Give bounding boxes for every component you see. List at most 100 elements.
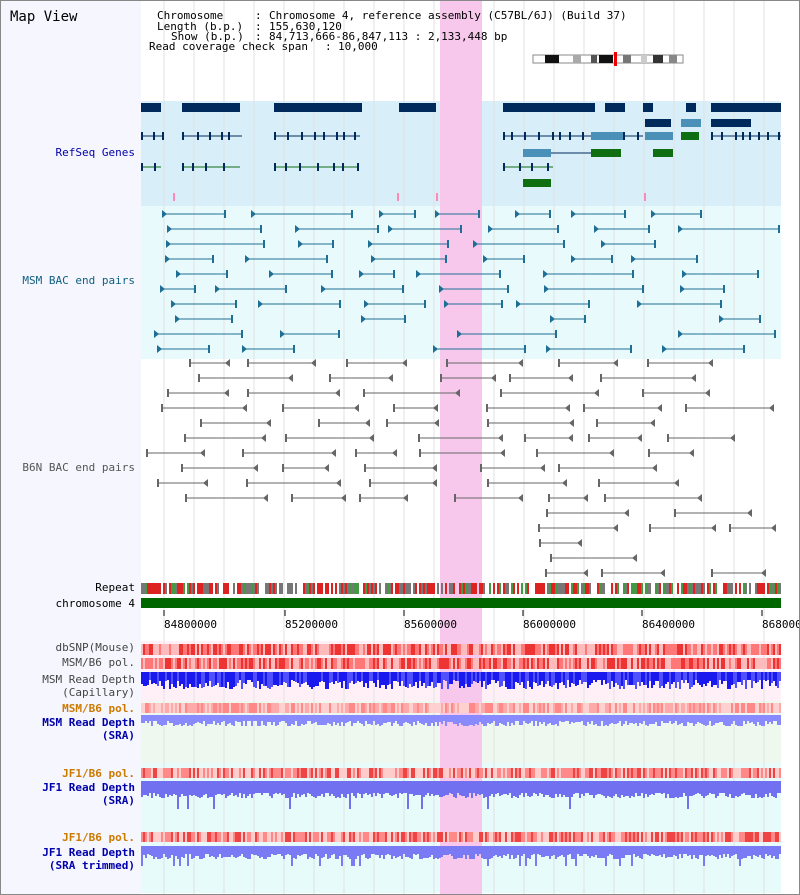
polymorphism-mark: [305, 703, 307, 713]
polymorphism-mark: [749, 658, 751, 669]
dbsnp-track-label[interactable]: dbSNP(Mouse): [55, 641, 135, 654]
jf1-b6-pol-track-label[interactable]: JF1/B6 pol.: [62, 767, 135, 780]
jf1-depth-sra-label-1[interactable]: JF1 Read Depth: [42, 781, 135, 794]
jf1-trimmed-depth-bar: [617, 846, 619, 859]
jf1-depth-bar: [331, 781, 333, 794]
polymorphism-mark: [367, 658, 369, 669]
msm-b6-pol-sra-track-label[interactable]: MSM/B6 pol.: [62, 702, 135, 715]
polymorphism-mark: [559, 644, 561, 655]
repeat-mark: [451, 583, 453, 594]
polymorphism-mark: [651, 644, 653, 655]
jf1-trimmed-depth-bar: [651, 846, 653, 854]
polymorphism-mark: [149, 832, 151, 842]
msm-depth-bar: [723, 672, 725, 681]
polymorphism-mark: [145, 768, 147, 778]
polymorphism-mark: [171, 768, 173, 778]
msm-depth-capillary-label-2[interactable]: (Capillary): [62, 686, 135, 699]
polymorphism-mark: [511, 644, 513, 655]
msm-depth-sra-label-2[interactable]: (SRA): [101, 729, 135, 742]
jf1-depth-trimmed-label-1[interactable]: JF1 Read Depth: [42, 846, 135, 859]
polymorphism-mark: [283, 644, 285, 655]
polymorphism-mark: [439, 703, 441, 713]
msm-depth-bar: [469, 672, 471, 687]
refseq-track-label[interactable]: RefSeq Genes: [55, 146, 135, 159]
repeat-mark: [363, 583, 365, 594]
polymorphism-mark: [487, 644, 489, 655]
polymorphism-mark: [183, 768, 185, 778]
msm-depth-bar: [165, 672, 167, 681]
jf1-depth-bar: [551, 781, 553, 798]
jf1-trimmed-depth-bar: [497, 846, 499, 857]
refseq-exon: [205, 163, 207, 171]
polymorphism-mark: [479, 768, 481, 778]
jf1-depth-bar: [223, 781, 225, 794]
jf1-trimmed-depth-bar: [599, 846, 601, 858]
polymorphism-mark: [245, 644, 247, 655]
polymorphism-mark: [485, 703, 487, 713]
jf1-depth-sra-label-2[interactable]: (SRA): [101, 794, 135, 807]
repeat-mark: [173, 583, 175, 594]
jf1-depth-bar: [295, 781, 297, 798]
polymorphism-mark: [589, 768, 591, 778]
jf1-depth-bar: [583, 781, 585, 796]
polymorphism-mark: [449, 832, 451, 842]
jf1-b6-pol-trimmed-track-label[interactable]: JF1/B6 pol.: [62, 831, 135, 844]
msm-depth-bar: [169, 672, 171, 689]
repeat-mark: [269, 583, 271, 594]
msm-sra-depth-bar: [771, 715, 773, 724]
polymorphism-mark: [751, 832, 753, 842]
b6n-bac-end: [769, 404, 774, 412]
repeat-mark: [193, 583, 195, 594]
msm-depth-sra-label-1[interactable]: MSM Read Depth: [42, 716, 135, 729]
jf1-trimmed-depth-bar: [717, 846, 719, 859]
polymorphism-mark: [679, 658, 681, 669]
msm-sra-depth-bar: [669, 715, 671, 721]
jf1-depth-trimmed-label-2[interactable]: (SRA trimmed): [48, 859, 135, 872]
jf1-depth-bar: [403, 781, 405, 793]
polymorphism-mark: [321, 658, 323, 669]
polymorphism-mark: [371, 644, 373, 655]
msm-depth-bar: [527, 672, 529, 681]
msm-depth-capillary-label-1[interactable]: MSM Read Depth: [42, 673, 135, 686]
msm-sra-depth-bar: [225, 715, 227, 726]
jf1-trimmed-depth-bar: [357, 846, 359, 856]
msm-b6-pol-track-label[interactable]: MSM/B6 pol.: [62, 656, 135, 669]
repeat-mark: [431, 583, 433, 594]
refseq-gene: [711, 119, 751, 127]
polymorphism-mark: [457, 703, 459, 713]
polymorphism-mark: [711, 644, 713, 655]
msm-bac-track-label[interactable]: MSM BAC end pairs: [22, 274, 135, 287]
polymorphism-mark: [405, 703, 407, 713]
msm-sra-depth-bar: [659, 715, 661, 726]
repeat-mark: [659, 583, 661, 594]
jf1-trimmed-depth-bar: [291, 846, 293, 866]
msm-depth-bar: [293, 672, 295, 681]
b6n-bac-end: [392, 449, 397, 457]
jf1-trimmed-depth-bar: [175, 846, 177, 856]
polymorphism-mark: [401, 644, 403, 655]
polymorphism-mark: [561, 658, 563, 669]
b6n-bac-end: [657, 404, 662, 412]
refseq-exon: [333, 163, 335, 171]
repeat-mark: [527, 583, 529, 594]
msm-sra-depth-bar: [487, 715, 489, 723]
polymorphism-mark: [543, 768, 545, 778]
polymorphism-mark: [287, 768, 289, 778]
polymorphism-mark: [755, 832, 757, 842]
polymorphism-mark: [455, 644, 457, 655]
msm-bac-end: [648, 225, 650, 233]
jf1-trimmed-depth-bar: [365, 846, 367, 858]
b6n-bac-track-label[interactable]: B6N BAC end pairs: [22, 461, 135, 474]
polymorphism-mark: [613, 768, 615, 778]
polymorphism-mark: [669, 658, 671, 669]
repeat-mark: [511, 583, 513, 594]
polymorphism-mark: [581, 644, 583, 655]
polymorphism-mark: [437, 658, 439, 669]
repeat-mark: [755, 583, 757, 594]
polymorphism-mark: [171, 644, 173, 655]
polymorphism-mark: [417, 768, 419, 778]
polymorphism-mark: [145, 644, 147, 655]
polymorphism-mark: [307, 658, 309, 669]
msm-sra-depth-bar: [145, 715, 147, 721]
